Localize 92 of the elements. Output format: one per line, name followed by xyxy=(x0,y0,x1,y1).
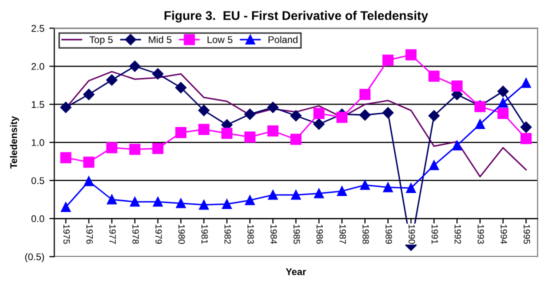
legend-label: Mid 5 xyxy=(148,36,172,44)
x-tick-label: 1994 xyxy=(500,224,508,244)
point xyxy=(267,125,278,137)
legend-label: Poland xyxy=(268,36,298,44)
point xyxy=(152,142,164,154)
x-tick-label: 1977 xyxy=(109,224,116,244)
point xyxy=(268,190,278,200)
x-tick-label: 1987 xyxy=(340,224,346,244)
x-tick-label: 1991 xyxy=(432,224,438,244)
y-tick-label: 2.0 xyxy=(32,63,44,70)
point xyxy=(314,188,324,198)
x-axis-title: Year xyxy=(286,268,306,276)
point xyxy=(60,152,72,164)
x-tick-label: 1978 xyxy=(132,224,139,244)
x-tick-label: 1976 xyxy=(86,224,93,244)
x-tick-label: 1988 xyxy=(362,224,369,244)
x-tick-label: 1992 xyxy=(454,224,461,244)
x-tick-label: 1985 xyxy=(294,224,300,244)
point xyxy=(428,110,440,122)
point xyxy=(244,108,256,120)
point xyxy=(359,109,371,121)
x-tick-label: 1975 xyxy=(63,224,70,244)
point xyxy=(497,86,509,97)
x-tick-label: 1980 xyxy=(178,224,185,244)
x-tick-label: 1990 xyxy=(408,224,415,244)
point xyxy=(221,128,232,139)
point xyxy=(406,183,416,193)
point xyxy=(198,124,210,136)
point xyxy=(360,180,370,190)
point xyxy=(429,160,439,170)
x-tick-label: 1979 xyxy=(155,224,162,244)
x-tick-label: 1983 xyxy=(247,224,254,244)
point xyxy=(198,104,210,116)
point xyxy=(106,194,117,204)
point xyxy=(267,102,279,113)
point xyxy=(452,140,462,150)
point xyxy=(336,112,348,123)
point xyxy=(83,88,94,100)
point xyxy=(84,176,94,186)
legend-label: Low 5 xyxy=(208,36,232,44)
point xyxy=(475,119,485,129)
point xyxy=(244,132,256,143)
x-tick-label: 1989 xyxy=(386,224,392,244)
point xyxy=(359,88,371,100)
point xyxy=(106,142,118,154)
point xyxy=(175,82,186,94)
x-tick-label: 1981 xyxy=(201,224,208,244)
point xyxy=(290,134,302,145)
point xyxy=(520,133,532,144)
x-tick-label: 1982 xyxy=(224,224,231,244)
x-tick-label: 1984 xyxy=(270,224,277,244)
point xyxy=(313,118,325,130)
point xyxy=(129,144,140,155)
point xyxy=(129,60,140,72)
point xyxy=(520,122,532,133)
point xyxy=(60,102,72,113)
point xyxy=(383,182,393,192)
point xyxy=(152,196,163,207)
y-tick-label: 1.5 xyxy=(32,101,44,108)
point xyxy=(199,200,209,210)
chart-title: Figure 3. EU - First Derivative of Teledensity xyxy=(164,10,428,23)
point xyxy=(60,202,71,212)
y-axis-title: Teledensity xyxy=(10,116,20,169)
y-tick-label: (0.5) xyxy=(25,253,44,262)
point xyxy=(498,98,508,108)
y-tick-label: 0.0 xyxy=(31,215,44,222)
point xyxy=(337,186,347,196)
point xyxy=(83,156,94,168)
point xyxy=(176,198,186,208)
legend-label: Top 5 xyxy=(90,36,113,46)
x-tick-label: 1986 xyxy=(316,224,323,244)
x-tick-label: 1993 xyxy=(478,224,484,244)
y-tick-label: 1.0 xyxy=(32,139,44,146)
point xyxy=(405,49,417,60)
point xyxy=(130,196,140,207)
point xyxy=(106,74,118,86)
point xyxy=(152,68,164,80)
point xyxy=(245,195,255,206)
y-tick-label: 0.5 xyxy=(31,177,44,184)
point xyxy=(451,80,463,92)
point xyxy=(428,70,440,82)
point xyxy=(222,199,232,209)
point xyxy=(313,108,325,120)
point xyxy=(521,78,531,88)
point xyxy=(497,108,509,120)
y-tick-label: 2.5 xyxy=(32,24,44,32)
point xyxy=(382,107,394,118)
point xyxy=(291,190,301,200)
point xyxy=(290,110,302,122)
point xyxy=(382,54,394,66)
point xyxy=(175,126,186,138)
x-tick-label: 1995 xyxy=(524,224,530,244)
